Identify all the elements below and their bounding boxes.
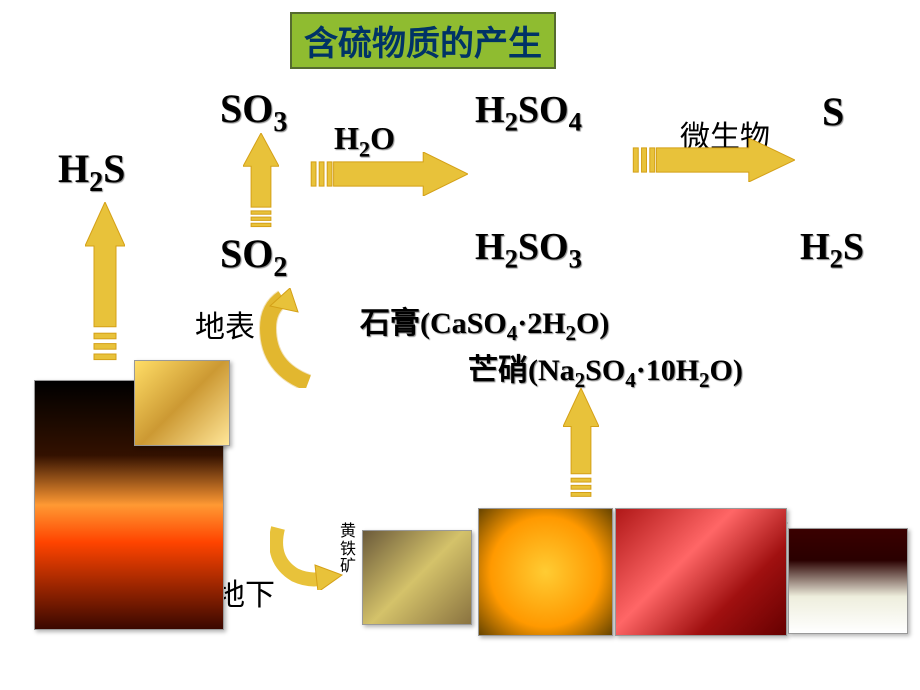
formula-gypsum: 石膏(CaSO4·2H2O) bbox=[360, 298, 609, 346]
arrow-to-s bbox=[630, 138, 795, 182]
formula-mirabilite: 芒硝(Na2SO4·10H2O) bbox=[468, 345, 743, 393]
formula-s: S bbox=[822, 88, 844, 135]
formula-h2s-left: H2S bbox=[58, 145, 125, 199]
arrow-h2s-up bbox=[85, 202, 125, 362]
label-underground: 地下 bbox=[215, 570, 275, 614]
formula-so3: SO3 bbox=[220, 85, 287, 139]
arrow-curve-under bbox=[270, 520, 350, 590]
image-pyrite bbox=[362, 530, 472, 625]
formula-h2s-right: H2S bbox=[800, 225, 864, 275]
arrow-so2-so3 bbox=[243, 133, 279, 228]
formula-so2: SO2 bbox=[220, 230, 287, 284]
image-cihuang bbox=[478, 508, 613, 636]
arrow-to-h2so4 bbox=[308, 152, 468, 196]
image-sulfur bbox=[134, 360, 230, 446]
image-chensha bbox=[788, 528, 908, 634]
arrow-mineral-up bbox=[563, 388, 599, 498]
arrow-curve-surface bbox=[258, 288, 338, 388]
label-surface: 地表 bbox=[195, 302, 255, 346]
slide-title: 含硫物质的产生 bbox=[290, 12, 556, 69]
formula-h2so4: H2SO4 bbox=[475, 88, 582, 138]
formula-h2so3: H2SO3 bbox=[475, 225, 582, 275]
image-xionghuang bbox=[615, 508, 787, 636]
